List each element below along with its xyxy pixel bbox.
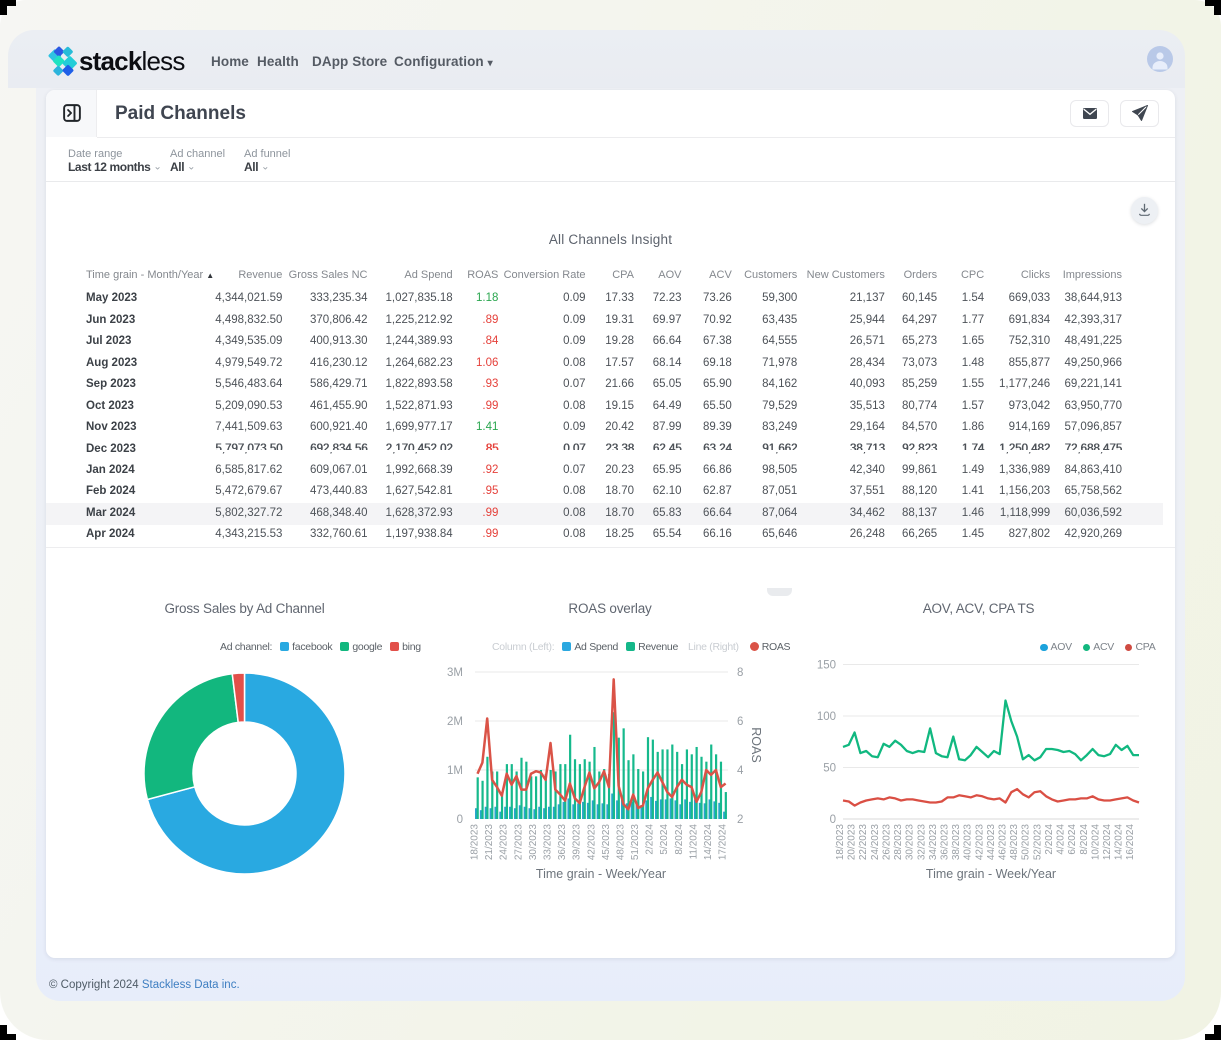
- svg-text:36/2023: 36/2023: [557, 824, 568, 861]
- svg-text:48/2023: 48/2023: [616, 824, 627, 861]
- svg-text:30/2023: 30/2023: [905, 824, 916, 861]
- svg-text:0: 0: [830, 814, 836, 826]
- svg-text:8/2024: 8/2024: [1079, 824, 1090, 855]
- svg-text:8: 8: [737, 667, 743, 679]
- svg-text:22/2023: 22/2023: [858, 824, 869, 861]
- svg-text:34/2023: 34/2023: [928, 824, 939, 861]
- svg-text:33/2023: 33/2023: [543, 824, 554, 861]
- svg-text:16/2024: 16/2024: [1125, 824, 1136, 861]
- svg-text:2/2024: 2/2024: [1044, 824, 1055, 855]
- svg-text:38/2023: 38/2023: [951, 824, 962, 861]
- svg-text:21/2023: 21/2023: [484, 824, 495, 861]
- svg-text:18/2023: 18/2023: [835, 824, 846, 861]
- svg-text:32/2023: 32/2023: [916, 824, 927, 861]
- svg-text:27/2023: 27/2023: [513, 824, 524, 861]
- svg-text:30/2023: 30/2023: [528, 824, 539, 861]
- svg-text:3M: 3M: [447, 667, 463, 679]
- svg-text:10/2024: 10/2024: [1090, 824, 1101, 861]
- svg-text:11/2024: 11/2024: [688, 824, 699, 860]
- svg-text:26/2023: 26/2023: [881, 824, 892, 861]
- svg-text:2M: 2M: [447, 716, 463, 728]
- svg-text:44/2023: 44/2023: [986, 824, 997, 861]
- svg-text:1M: 1M: [447, 765, 463, 777]
- svg-text:39/2023: 39/2023: [572, 824, 583, 861]
- svg-text:28/2023: 28/2023: [893, 824, 904, 861]
- svg-text:42/2023: 42/2023: [974, 824, 985, 861]
- svg-text:6: 6: [737, 716, 743, 728]
- svg-text:18/2023: 18/2023: [470, 824, 481, 861]
- svg-text:50: 50: [823, 763, 836, 775]
- svg-text:ROAS: ROAS: [749, 727, 763, 762]
- svg-text:12/2024: 12/2024: [1102, 824, 1113, 861]
- svg-text:0: 0: [457, 814, 463, 826]
- svg-text:6/2024: 6/2024: [1067, 824, 1078, 855]
- svg-text:46/2023: 46/2023: [998, 824, 1009, 861]
- svg-text:Time grain - Week/Year: Time grain - Week/Year: [926, 867, 1056, 881]
- svg-text:4/2024: 4/2024: [1056, 824, 1067, 855]
- svg-text:51/2023: 51/2023: [630, 824, 641, 861]
- svg-text:17/2024: 17/2024: [718, 824, 729, 861]
- svg-text:24/2023: 24/2023: [499, 824, 510, 861]
- svg-text:2/2024: 2/2024: [645, 824, 656, 855]
- svg-text:150: 150: [817, 660, 836, 672]
- svg-text:42/2023: 42/2023: [586, 824, 597, 861]
- svg-text:14/2024: 14/2024: [703, 824, 714, 861]
- svg-text:52/2023: 52/2023: [1032, 824, 1043, 861]
- svg-text:20/2023: 20/2023: [847, 824, 858, 861]
- svg-text:4: 4: [737, 765, 744, 777]
- svg-text:45/2023: 45/2023: [601, 824, 612, 861]
- svg-text:8/2024: 8/2024: [674, 824, 685, 855]
- svg-text:2: 2: [737, 814, 743, 826]
- svg-text:48/2023: 48/2023: [1009, 824, 1020, 861]
- svg-text:40/2023: 40/2023: [963, 824, 974, 861]
- svg-text:14/2024: 14/2024: [1114, 824, 1125, 861]
- svg-text:100: 100: [817, 711, 836, 723]
- svg-text:36/2023: 36/2023: [940, 824, 951, 861]
- svg-text:24/2023: 24/2023: [870, 824, 881, 861]
- svg-text:50/2023: 50/2023: [1021, 824, 1032, 861]
- svg-text:Time grain - Week/Year: Time grain - Week/Year: [536, 867, 666, 881]
- svg-text:5/2024: 5/2024: [659, 824, 670, 855]
